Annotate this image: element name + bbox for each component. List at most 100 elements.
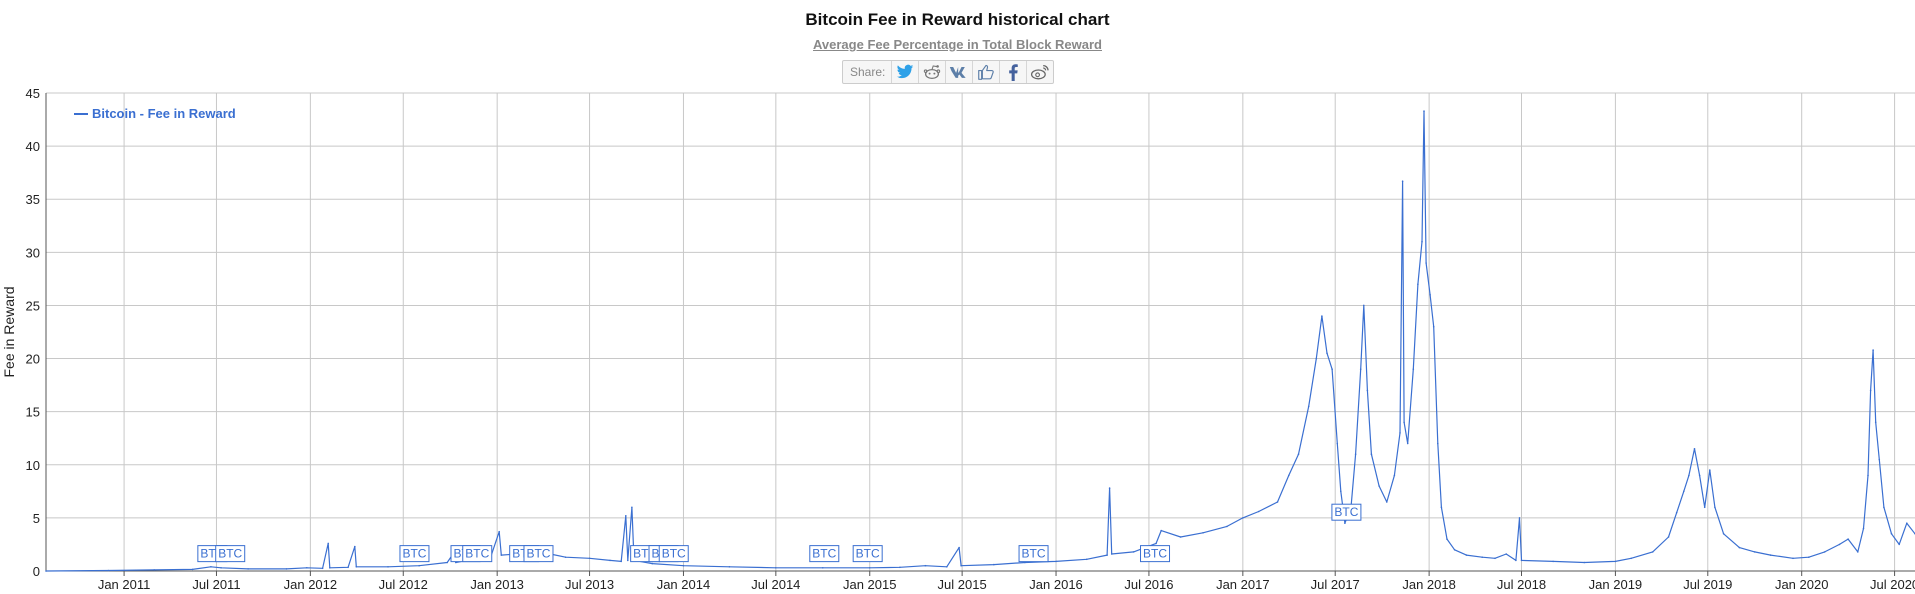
twitter-share-button[interactable] [891, 61, 918, 83]
series-point[interactable] [960, 564, 962, 567]
series-point[interactable] [500, 554, 503, 556]
series-point[interactable] [1155, 542, 1157, 545]
series-point[interactable] [1883, 506, 1885, 509]
series-point[interactable] [1698, 474, 1701, 477]
series-point[interactable] [1160, 529, 1162, 532]
annotation-flag[interactable]: BTC [462, 545, 493, 563]
weibo-share-button[interactable] [1026, 61, 1053, 83]
series-point[interactable] [1085, 558, 1088, 561]
series-point[interactable] [1481, 556, 1483, 558]
series-point[interactable] [1898, 543, 1900, 546]
series-point[interactable] [1753, 551, 1756, 553]
series-point[interactable] [1132, 551, 1135, 553]
series-point[interactable] [1614, 560, 1617, 563]
series-point[interactable] [946, 566, 948, 568]
series-point[interactable] [1423, 110, 1425, 112]
series-point[interactable] [1890, 533, 1893, 535]
series-point[interactable] [564, 556, 567, 558]
annotation-flag[interactable]: BTC [852, 545, 883, 563]
annotation-flag[interactable]: BTC [658, 545, 689, 563]
series-point[interactable] [1406, 442, 1409, 445]
series-point[interactable] [1769, 554, 1772, 556]
series-point[interactable] [1403, 421, 1405, 424]
series-point[interactable] [354, 545, 356, 548]
series-point[interactable] [1421, 240, 1423, 243]
series-point[interactable] [1399, 432, 1401, 434]
series-point[interactable] [1505, 553, 1507, 555]
series-point[interactable] [347, 566, 349, 569]
series-point[interactable] [631, 506, 633, 509]
series-point[interactable] [1651, 551, 1654, 553]
series-point[interactable] [355, 566, 358, 568]
series-point[interactable] [899, 566, 901, 569]
series-point[interactable] [1847, 538, 1849, 540]
series-point[interactable] [1366, 389, 1369, 392]
series-point[interactable] [498, 530, 501, 533]
series-point[interactable] [1792, 557, 1794, 560]
series-point[interactable] [1465, 554, 1468, 556]
series-point[interactable] [588, 557, 591, 560]
series-point[interactable] [682, 564, 685, 567]
series-point[interactable] [247, 568, 249, 570]
annotation-flag[interactable]: BTC [1140, 545, 1171, 563]
series-point[interactable] [993, 563, 995, 566]
series-point[interactable] [329, 567, 331, 569]
annotation-flag[interactable]: BTC [809, 545, 840, 563]
series-point[interactable] [1344, 522, 1346, 524]
series-point[interactable] [1808, 556, 1810, 558]
series-point[interactable] [1838, 543, 1841, 546]
series-point[interactable] [1401, 180, 1404, 182]
series-point[interactable] [1583, 561, 1586, 564]
series-point[interactable] [306, 567, 308, 569]
vk-share-button[interactable] [945, 61, 972, 83]
series-point[interactable] [1440, 506, 1443, 509]
annotation-flag[interactable]: BTC [399, 545, 430, 563]
chart-legend[interactable]: Bitcoin - Fee in Reward [74, 106, 236, 121]
series-point[interactable] [1722, 533, 1725, 535]
series-point[interactable] [1110, 553, 1113, 555]
series-point[interactable] [1869, 389, 1872, 392]
series-point[interactable] [1242, 517, 1244, 519]
series-point[interactable] [1288, 474, 1290, 477]
series-point[interactable] [387, 566, 389, 568]
series-point[interactable] [1703, 506, 1706, 509]
series-point[interactable] [321, 567, 324, 570]
series-point[interactable] [1297, 453, 1300, 456]
series-point[interactable] [220, 567, 222, 569]
series-point[interactable] [775, 567, 777, 569]
chart-subtitle-link[interactable]: Average Fee Percentage in Total Block Re… [813, 37, 1102, 52]
series-point[interactable] [651, 562, 654, 565]
series-point[interactable] [1494, 557, 1496, 560]
series-point[interactable] [1359, 368, 1362, 371]
legend-series-label[interactable]: Bitcoin - Fee in Reward [92, 106, 236, 121]
series-point[interactable] [1453, 549, 1456, 551]
series-point[interactable] [1386, 501, 1388, 503]
series-point[interactable] [627, 559, 629, 562]
series-point[interactable] [822, 567, 824, 569]
annotation-flag[interactable]: BTC [1018, 545, 1049, 563]
series-point[interactable] [1872, 349, 1874, 351]
series-point[interactable] [1520, 559, 1523, 562]
series-point[interactable] [285, 568, 288, 570]
series-point[interactable] [107, 569, 110, 572]
series-point[interactable] [868, 567, 871, 569]
series-point[interactable] [1823, 551, 1826, 553]
series-point[interactable] [1315, 357, 1318, 360]
like-share-button[interactable] [972, 61, 999, 83]
series-point[interactable] [1331, 368, 1333, 371]
series-point[interactable] [1688, 474, 1690, 477]
series-point[interactable] [1202, 532, 1204, 534]
series-point[interactable] [1738, 546, 1741, 549]
chart-subtitle[interactable]: Average Fee Percentage in Total Block Re… [0, 37, 1915, 52]
series-point[interactable] [1425, 262, 1427, 264]
series-point[interactable] [327, 542, 330, 545]
series-point[interactable] [191, 568, 194, 571]
series-point[interactable] [1257, 510, 1260, 513]
series-point[interactable] [1370, 453, 1373, 456]
series-point[interactable] [1675, 511, 1678, 514]
series-point[interactable] [1393, 474, 1396, 477]
series-point[interactable] [1106, 554, 1108, 556]
series-point[interactable] [1709, 469, 1711, 471]
series-point[interactable] [1179, 536, 1182, 538]
